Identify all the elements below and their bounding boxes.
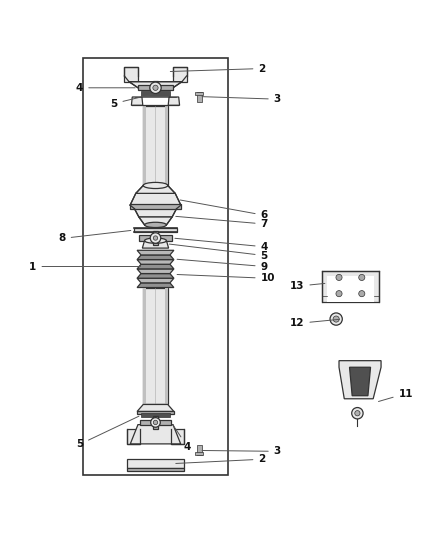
Text: 5: 5 [76,416,139,449]
Circle shape [150,233,161,243]
Polygon shape [143,106,146,199]
Polygon shape [143,288,168,405]
Ellipse shape [143,182,168,189]
Circle shape [150,82,161,93]
Polygon shape [141,91,170,96]
Polygon shape [165,288,168,405]
Polygon shape [139,217,172,225]
Polygon shape [137,273,174,278]
Polygon shape [195,92,203,95]
Polygon shape [339,361,381,399]
Polygon shape [137,255,174,260]
Polygon shape [327,291,374,302]
Polygon shape [127,459,184,468]
Text: 13: 13 [290,281,325,291]
Polygon shape [138,71,173,76]
Polygon shape [153,81,158,94]
Polygon shape [197,92,202,102]
Polygon shape [136,185,175,193]
Polygon shape [143,288,146,405]
Text: 12: 12 [290,318,339,328]
Polygon shape [195,452,203,455]
Polygon shape [140,420,171,425]
Polygon shape [127,429,140,444]
Polygon shape [137,251,174,255]
Circle shape [352,408,363,419]
Text: 6: 6 [180,200,268,220]
Polygon shape [131,425,180,444]
Circle shape [330,313,343,325]
Text: 3: 3 [202,94,281,104]
Polygon shape [153,231,158,245]
Circle shape [336,274,342,280]
Polygon shape [165,106,168,199]
Text: 3: 3 [202,446,281,456]
Polygon shape [129,82,182,88]
Text: 9: 9 [177,259,268,271]
Text: 4: 4 [76,83,135,93]
Polygon shape [137,405,174,411]
Polygon shape [141,413,170,417]
Polygon shape [173,67,187,82]
Polygon shape [350,367,371,395]
Text: 4: 4 [173,425,191,452]
Polygon shape [171,429,184,444]
Polygon shape [137,283,174,287]
Polygon shape [168,97,180,106]
Polygon shape [137,264,174,269]
Circle shape [359,274,365,280]
Polygon shape [131,97,143,106]
Ellipse shape [145,222,166,228]
Circle shape [153,85,158,91]
Text: 5: 5 [169,244,268,261]
Polygon shape [130,193,181,205]
Text: 2: 2 [170,63,266,74]
Circle shape [355,410,360,416]
Polygon shape [197,445,202,455]
Polygon shape [327,276,374,296]
Polygon shape [130,204,181,209]
Polygon shape [124,67,138,82]
Polygon shape [142,241,169,248]
Circle shape [151,418,160,427]
Polygon shape [138,85,173,91]
Polygon shape [137,278,174,283]
Text: 7: 7 [176,216,268,229]
Text: 8: 8 [58,230,131,244]
Text: 2: 2 [176,454,266,464]
Circle shape [359,290,365,297]
Polygon shape [143,106,168,199]
Text: 11: 11 [378,389,413,401]
Circle shape [153,236,158,240]
Circle shape [153,420,158,425]
Polygon shape [127,468,184,472]
Circle shape [333,316,339,322]
Circle shape [336,290,342,297]
Text: 10: 10 [177,273,275,284]
Polygon shape [134,229,177,232]
Polygon shape [137,269,174,273]
Text: 5: 5 [110,94,153,109]
Polygon shape [153,416,158,429]
Polygon shape [137,260,174,264]
Polygon shape [139,236,172,241]
Polygon shape [322,271,379,302]
Ellipse shape [145,238,166,243]
Text: 4: 4 [175,238,268,252]
Polygon shape [134,209,177,217]
Polygon shape [137,411,174,414]
Text: 1: 1 [29,262,141,271]
